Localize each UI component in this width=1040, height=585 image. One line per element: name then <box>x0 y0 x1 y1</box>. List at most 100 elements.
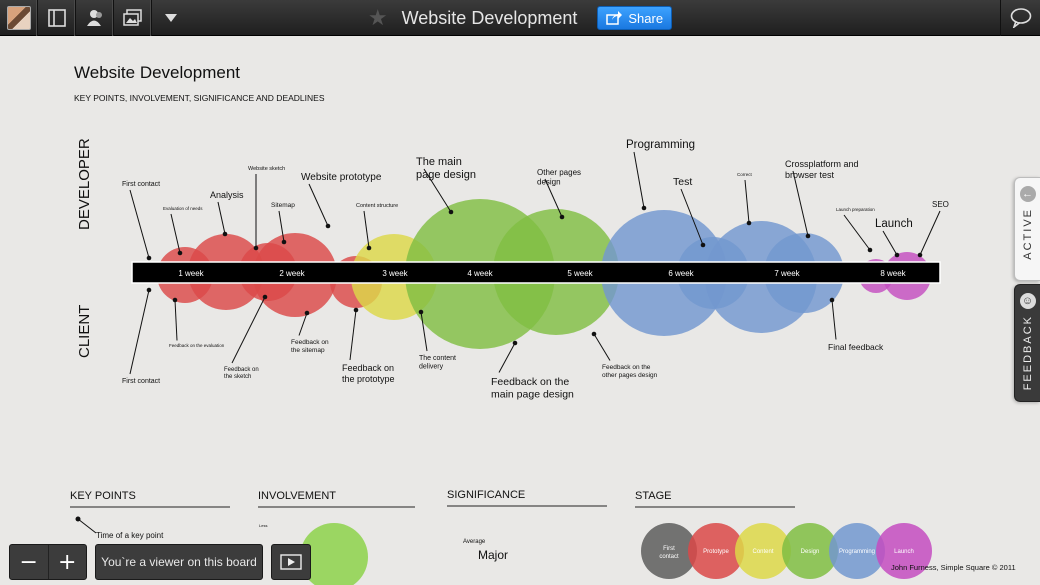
stage-legend-label: First contact <box>659 546 679 560</box>
key-point: Final feedback <box>828 297 884 352</box>
key-point-label: The content delivery <box>419 355 456 370</box>
zoom-in-button[interactable]: + <box>49 545 87 579</box>
key-point-label: Feedback on the other pages design <box>602 364 658 379</box>
key-point-label: Final feedback <box>828 342 884 352</box>
active-tab-label: ACTIVE <box>1021 208 1034 260</box>
legend-key-points-example: Time of a key point <box>96 531 164 540</box>
week-label: 1 week <box>178 269 204 278</box>
key-point-label: First contact <box>122 378 160 385</box>
zoom-controls: − + <box>9 544 87 580</box>
comments-button[interactable] <box>1000 0 1040 36</box>
week-label: 4 week <box>467 269 493 278</box>
stage-legend-label: Content <box>752 549 773 555</box>
stage-legend-circle <box>876 523 932 579</box>
key-point-label: Launch preparation <box>836 207 875 212</box>
week-label: 8 week <box>880 269 906 278</box>
key-point-label: Feedback on the main page design <box>491 376 574 401</box>
share-button[interactable]: Share <box>597 6 673 30</box>
key-point-label: SEO <box>932 200 949 209</box>
presentation-button[interactable] <box>271 544 311 580</box>
key-point-label: Sitemap <box>271 202 295 209</box>
week-label: 3 week <box>382 269 408 278</box>
key-point-label: Feedback on the evaluation <box>169 343 225 348</box>
key-point-label: First contact <box>122 181 160 188</box>
key-point: Feedback on the sitemap <box>291 310 329 354</box>
legend-significance-large: Major <box>478 548 508 562</box>
infographic-subtitle: KEY POINTS, INVOLVEMENT, SIGNIFICANCE AN… <box>74 93 325 103</box>
key-point-label: Evaluation of needs <box>163 206 203 211</box>
key-point: Correct <box>737 172 753 226</box>
stage-legend-label: Design <box>801 549 820 555</box>
client-label: CLIENT <box>76 305 93 358</box>
key-point-label: Launch <box>875 218 913 230</box>
key-point-label: Programming <box>626 139 695 151</box>
key-point-label: Crossplatform and browser test <box>785 159 859 180</box>
key-point: Other pages design <box>537 168 581 220</box>
board-canvas[interactable]: Website Development KEY POINTS, INVOLVEM… <box>0 37 1040 585</box>
key-point-label: Website prototype <box>301 172 382 183</box>
legend-significance-small: Average <box>463 539 486 545</box>
stage-legend-circle <box>641 523 697 579</box>
infographic-title: Website Development <box>74 63 240 82</box>
key-point: First contact <box>122 287 160 385</box>
key-point-label: Feedback on the sketch <box>224 367 259 380</box>
stage-legend-label: Prototype <box>703 549 729 555</box>
stage-legend-circle <box>782 523 838 579</box>
menu-dropdown-button[interactable] <box>152 0 190 36</box>
key-point: Launch preparation <box>836 207 875 253</box>
people-button[interactable] <box>76 0 114 36</box>
week-label: 5 week <box>567 269 593 278</box>
caret-down-icon <box>165 14 177 22</box>
week-label: 2 week <box>279 269 305 278</box>
key-point-label: Other pages design <box>537 168 581 187</box>
key-point-label: Website sketch <box>248 166 285 172</box>
images-icon <box>122 9 142 26</box>
play-icon <box>280 554 302 570</box>
week-labels: 1 week 2 week 3 week 4 week 5 week 6 week 7 we… <box>178 269 906 278</box>
book-icon <box>47 9 66 27</box>
key-point-label: Feedback on the prototype <box>342 363 395 384</box>
feedback-tab[interactable]: ☺ FEEDBACK <box>1014 284 1040 402</box>
favorite-star-icon[interactable]: ★ <box>367 5 388 30</box>
key-point: Feedback on the other pages design <box>591 331 658 379</box>
key-point: Feedback on the main page design <box>491 340 574 401</box>
key-point: Test <box>673 176 706 248</box>
arrow-left-icon: ← <box>1019 186 1036 202</box>
user-avatar-button[interactable] <box>0 0 38 36</box>
infographic: Website Development KEY POINTS, INVOLVEM… <box>70 63 1016 585</box>
timeline-bar <box>131 261 941 284</box>
legend-stage-heading: STAGE <box>635 490 671 502</box>
people-icon <box>86 10 102 26</box>
board-title: Website Development <box>401 7 578 28</box>
stage-legend-circle <box>735 523 791 579</box>
key-point-label: Analysis <box>210 190 244 200</box>
stage-legend-circle <box>688 523 744 579</box>
avatar <box>6 6 31 30</box>
zoom-out-button[interactable]: − <box>10 545 49 579</box>
key-points: First contact Evaluation of needs Analysis… <box>122 139 949 401</box>
key-point-label: Correct <box>737 172 753 177</box>
key-point: Website prototype <box>301 172 382 229</box>
key-point: Evaluation of needs <box>163 206 203 256</box>
stage-legend-label: Programming <box>839 549 875 555</box>
key-point: Crossplatform and browser test <box>785 159 859 239</box>
images-button[interactable] <box>114 0 152 36</box>
developer-label: DEVELOPER <box>76 138 93 230</box>
smiley-icon: ☺ <box>1019 293 1036 309</box>
key-point: Content structure <box>356 203 398 251</box>
key-point: Feedback on the sketch <box>224 294 268 380</box>
key-point: Sitemap <box>271 202 295 245</box>
legend-key-points-heading: KEY POINTS <box>70 490 136 502</box>
active-tab[interactable]: ← ACTIVE <box>1014 177 1040 281</box>
boards-button[interactable] <box>38 0 76 36</box>
key-point-label: Content structure <box>356 203 398 209</box>
legend-significance-heading: SIGNIFICANCE <box>447 489 525 501</box>
feedback-tab-label: FEEDBACK <box>1021 315 1034 391</box>
stage-legend-label: Launch <box>894 549 914 555</box>
key-point-label: Test <box>673 176 692 188</box>
key-point: First contact <box>122 181 160 261</box>
share-button-label: Share <box>628 10 664 26</box>
week-label: 6 week <box>668 269 694 278</box>
viewer-status: You`re a viewer on this board <box>95 544 263 580</box>
share-icon <box>606 11 623 25</box>
